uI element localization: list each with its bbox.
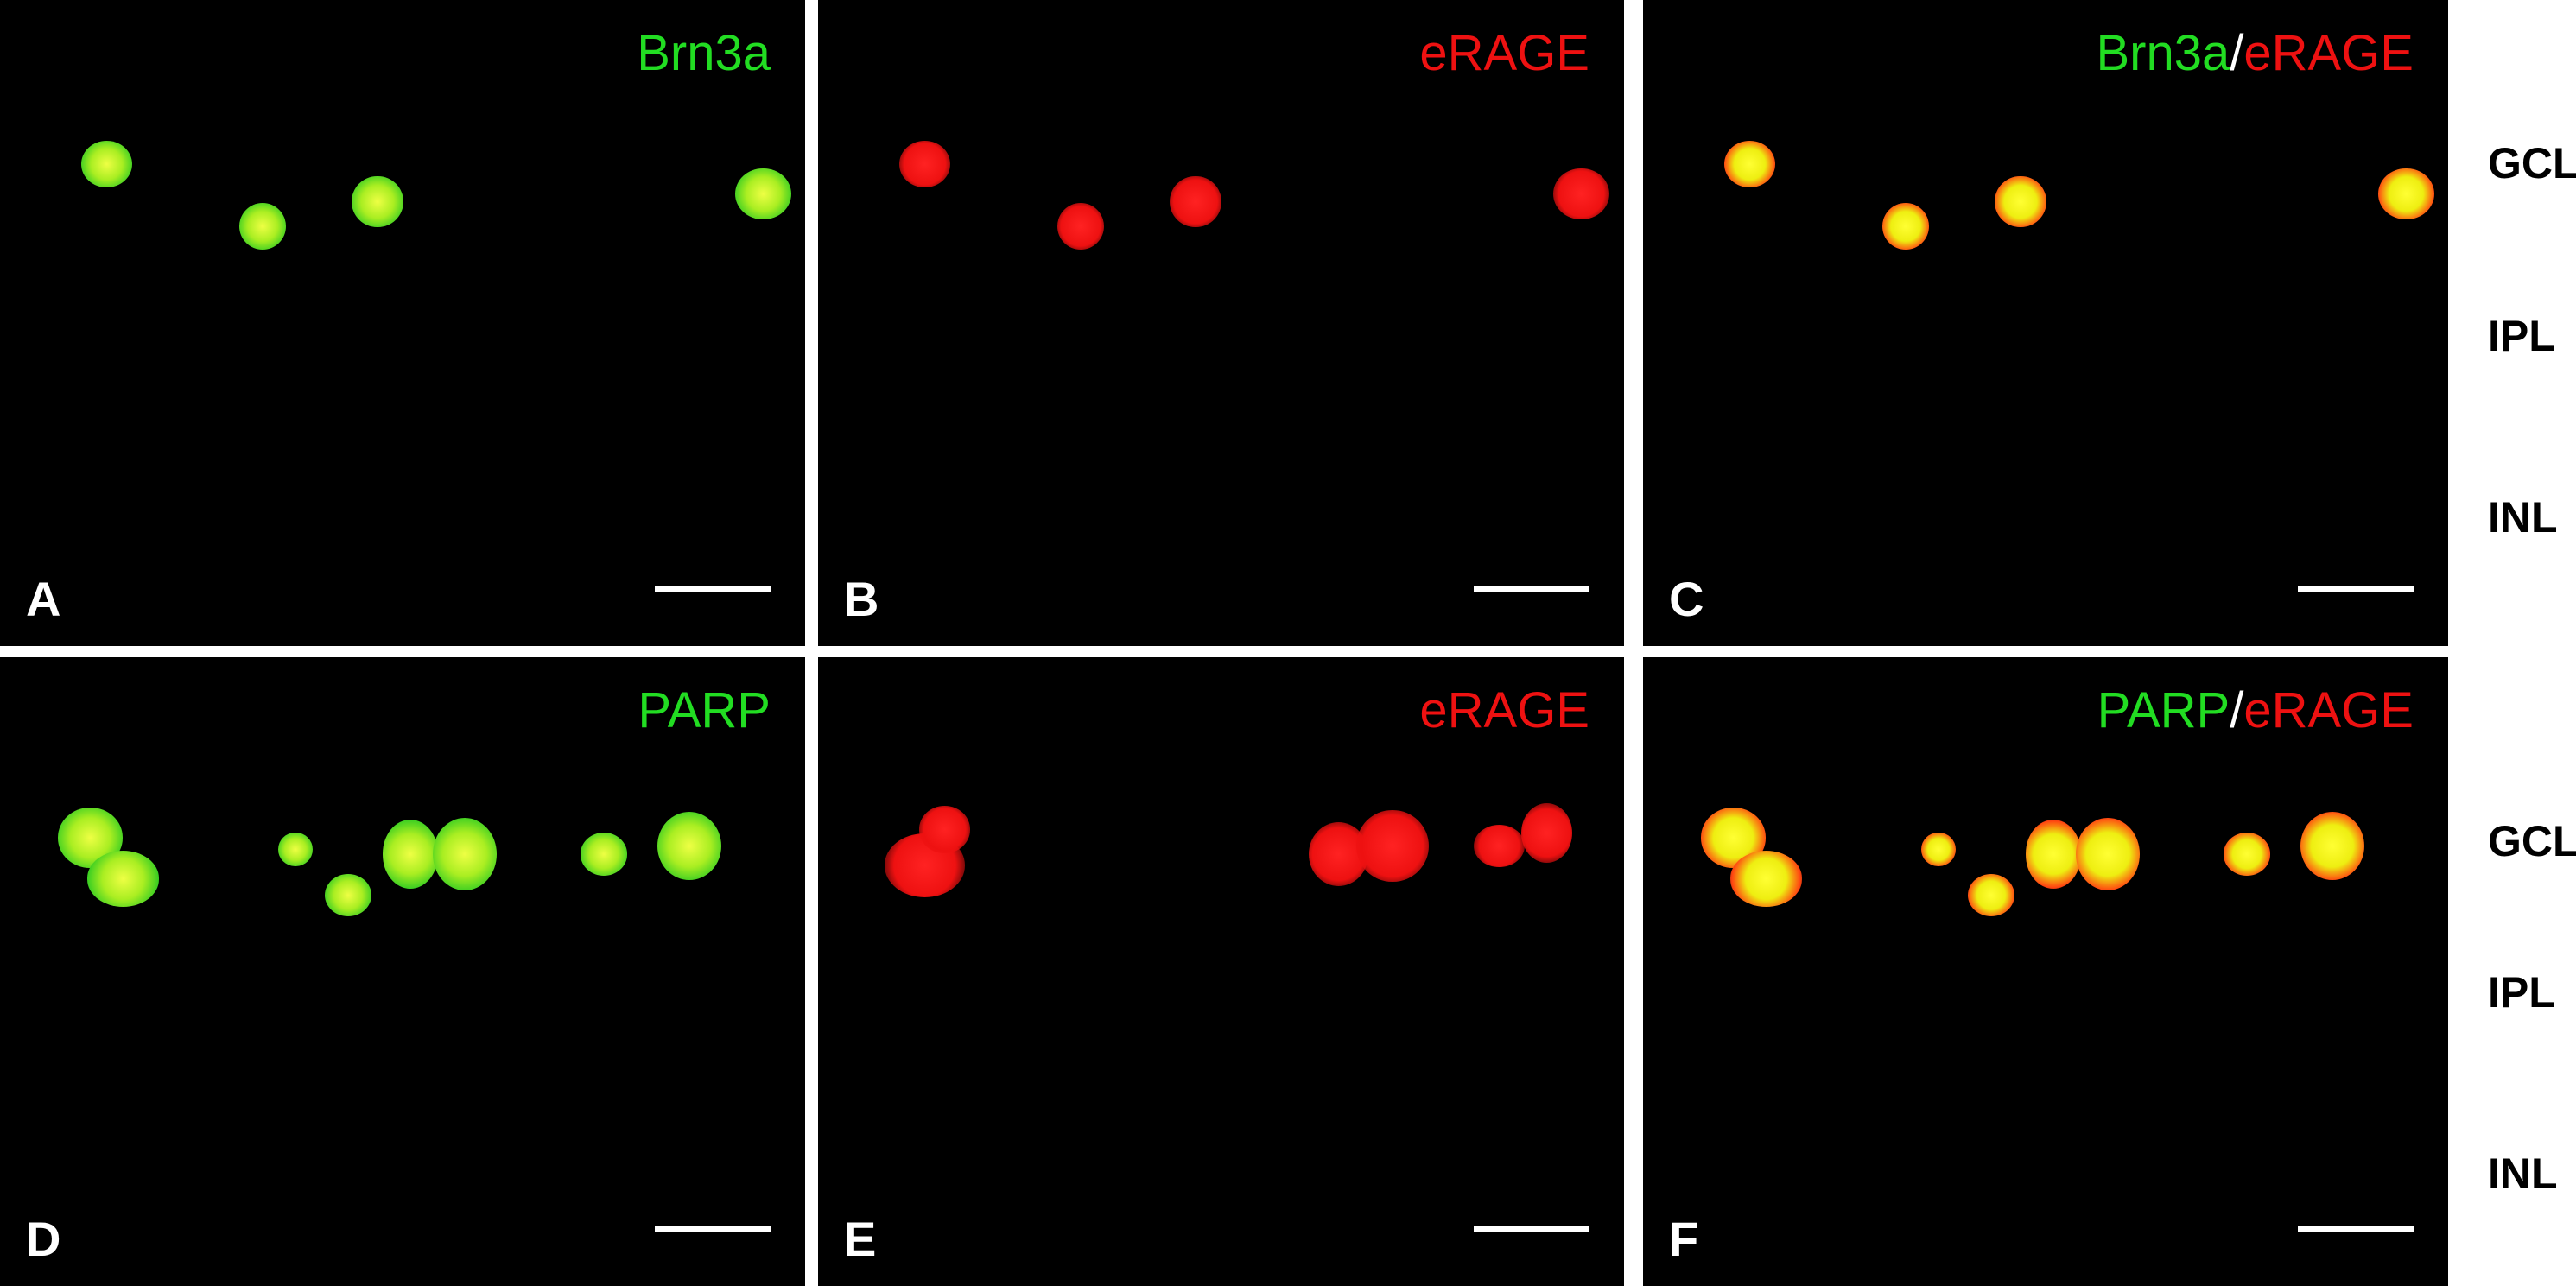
- title-segment: PARP: [2097, 682, 2230, 738]
- cell: [735, 168, 791, 219]
- scale-bar: [1474, 586, 1589, 592]
- panel-b: eRAGE B: [818, 0, 1624, 646]
- layer-label-ipl-bottom: IPL: [2488, 968, 2555, 1017]
- scale-bar: [2298, 586, 2414, 592]
- panel-letter: C: [1669, 572, 1704, 626]
- cell: [432, 818, 497, 890]
- cell: [1520, 802, 1573, 863]
- cell: [1473, 824, 1526, 868]
- cell: [86, 851, 160, 907]
- title-segment: eRAGE: [2243, 682, 2414, 738]
- panel-title: eRAGE: [1419, 681, 1589, 739]
- title-segment: eRAGE: [1419, 682, 1589, 738]
- title-segment: eRAGE: [1419, 25, 1589, 81]
- cell: [324, 873, 371, 917]
- scale-bar: [655, 1226, 771, 1232]
- cell: [1056, 203, 1105, 250]
- cell: [1553, 168, 1609, 219]
- panel-title: Brn3a: [637, 24, 771, 82]
- cell: [382, 820, 439, 889]
- cell: [2075, 818, 2140, 890]
- panel-f: PARP/eRAGE F: [1643, 657, 2448, 1286]
- cell: [581, 833, 628, 876]
- title-segment: Brn3a: [637, 25, 771, 81]
- panel-c: Brn3a/eRAGE C: [1643, 0, 2448, 646]
- layer-label-inl-bottom: INL: [2488, 1150, 2558, 1198]
- panel-d: PARP D: [0, 657, 805, 1286]
- layer-label-gcl-bottom: GCL: [2488, 817, 2576, 865]
- cell: [2300, 811, 2365, 880]
- panel-letter: F: [1669, 1212, 1699, 1266]
- scale-bar: [1474, 1226, 1589, 1232]
- cell: [80, 140, 133, 188]
- panel-title: Brn3a/eRAGE: [2096, 24, 2414, 82]
- layer-label-inl-top: INL: [2488, 493, 2558, 542]
- scale-bar: [655, 586, 771, 592]
- panel-title: eRAGE: [1419, 24, 1589, 82]
- layer-label-ipl-top: IPL: [2488, 312, 2555, 360]
- cell: [2025, 820, 2082, 889]
- panel-title: PARP/eRAGE: [2097, 681, 2414, 739]
- cell: [2224, 833, 2271, 876]
- panel-a: Brn3a A: [0, 0, 805, 646]
- cell: [1995, 176, 2046, 228]
- panel-title: PARP: [638, 681, 771, 739]
- title-segment: eRAGE: [2243, 25, 2414, 81]
- cell: [2378, 168, 2434, 219]
- cell: [918, 806, 970, 853]
- panel-e: eRAGE E: [818, 657, 1624, 1286]
- panel-letter: B: [844, 572, 879, 626]
- cell: [657, 811, 722, 880]
- cell: [1881, 203, 1930, 250]
- panel-letter: D: [26, 1212, 61, 1266]
- title-segment: Brn3a: [2096, 25, 2230, 81]
- cell: [352, 176, 403, 228]
- title-segment: /: [2230, 682, 2244, 738]
- panel-letter: E: [844, 1212, 877, 1266]
- scale-bar: [2298, 1226, 2414, 1232]
- cell: [1729, 851, 1803, 907]
- title-segment: PARP: [638, 682, 771, 738]
- layer-label-gcl-top: GCL: [2488, 139, 2576, 187]
- panel-letter: A: [26, 572, 61, 626]
- cell: [1723, 140, 1776, 188]
- cell: [898, 140, 951, 188]
- cell: [1921, 832, 1956, 867]
- cell: [1967, 873, 2014, 917]
- title-segment: /: [2230, 25, 2244, 81]
- cell: [1170, 176, 1221, 228]
- cell: [1356, 809, 1429, 883]
- cell: [238, 203, 287, 250]
- cell: [278, 832, 313, 867]
